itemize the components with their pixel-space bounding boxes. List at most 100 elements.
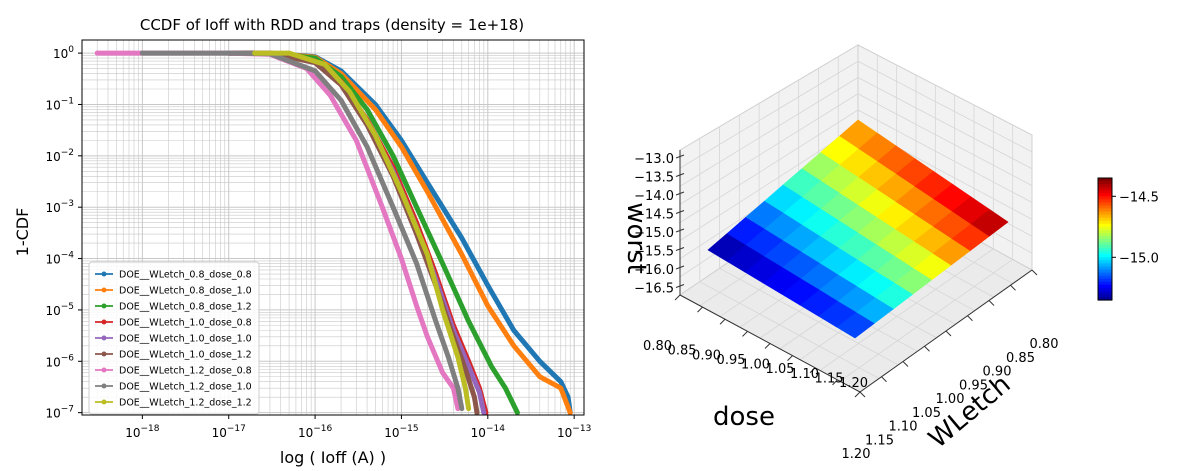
z-tick-label: −14.0 bbox=[634, 189, 674, 204]
colorbar-segment bbox=[1098, 281, 1112, 286]
data-point bbox=[414, 204, 419, 210]
colorbar-segment bbox=[1098, 187, 1112, 191]
wletch-tick-label: 0.90 bbox=[983, 365, 1012, 380]
pane-gridline bbox=[857, 60, 1033, 153]
dose-tick-label: 1.15 bbox=[815, 371, 844, 386]
data-point bbox=[503, 385, 508, 391]
dose-axis-label: dose bbox=[713, 402, 775, 432]
z-tick-mark bbox=[675, 191, 685, 196]
z-axis-label: worst bbox=[621, 202, 651, 274]
dose-tick-label: 1.05 bbox=[766, 362, 795, 377]
axis-ticks: 10−18 10−17 10−16 10−15 10−14 10−13 100 10−1 10−… bbox=[45, 45, 591, 440]
colorbar-segment bbox=[1098, 254, 1112, 258]
pane-gridline bbox=[679, 125, 859, 241]
y-tick-label: 10−3 bbox=[45, 199, 74, 215]
colorbar-tick-label: −14.5 bbox=[1119, 190, 1159, 205]
data-point bbox=[440, 370, 445, 375]
colorbar-segment bbox=[1098, 178, 1112, 182]
data-point bbox=[489, 363, 494, 369]
wletch-tick-mark bbox=[924, 345, 930, 352]
data-point bbox=[463, 385, 468, 391]
dose-tick-mark bbox=[742, 331, 748, 337]
dose-tick-mark bbox=[809, 367, 816, 374]
data-point bbox=[373, 133, 378, 138]
y-tick-label: 10−5 bbox=[45, 302, 74, 318]
ccdf-chart: CCDF of Ioff with RDD and traps (density… bbox=[13, 16, 591, 467]
data-point bbox=[425, 334, 430, 340]
data-point bbox=[537, 374, 543, 380]
z-tick-mark bbox=[675, 284, 685, 288]
colorbar-segment bbox=[1098, 290, 1112, 295]
surface-3d-chart: −13.0 −13.5 −14.0 −14.5 −15.0 −15.5 −16.0 −16.5… bbox=[621, 44, 1159, 462]
y-tick-label: 10−2 bbox=[45, 148, 74, 164]
colorbar-segment bbox=[1098, 242, 1112, 246]
legend-entry: DOE__WLetch_1.2_dose_1.0 bbox=[119, 382, 252, 393]
data-point bbox=[399, 256, 404, 261]
legend-entry: DOE__WLetch_1.0_dose_0.8 bbox=[119, 318, 252, 329]
pane-gridline bbox=[857, 109, 1033, 203]
wletch-tick-label: 1.20 bbox=[842, 447, 871, 462]
legend-marker bbox=[101, 287, 107, 293]
dose-tick-mark bbox=[697, 306, 703, 313]
legend-marker bbox=[101, 335, 107, 341]
data-point bbox=[347, 89, 352, 94]
colorbar-segment bbox=[1098, 248, 1112, 252]
wletch-tick-mark bbox=[1031, 269, 1038, 276]
colorbar-segment bbox=[1098, 205, 1112, 210]
x-tick-label: 10−16 bbox=[298, 424, 333, 440]
x-tick-label: 10−13 bbox=[557, 424, 591, 440]
colorbar: −14.5 −15.0 bbox=[1097, 177, 1159, 301]
colorbar-segment bbox=[1098, 193, 1112, 197]
data-point bbox=[286, 50, 292, 56]
legend-box bbox=[88, 261, 260, 415]
dose-tick-mark bbox=[764, 343, 771, 349]
data-point bbox=[364, 144, 370, 150]
data-point bbox=[252, 50, 258, 56]
data-point bbox=[466, 406, 471, 411]
colorbar-segment bbox=[1098, 190, 1112, 194]
z-tick-label: −13.0 bbox=[634, 152, 674, 167]
z-tick-label: −15.5 bbox=[634, 245, 674, 260]
z-tick-mark bbox=[675, 247, 685, 251]
colorbar-segment bbox=[1098, 245, 1112, 249]
legend-entry: DOE__WLetch_0.8_dose_1.2 bbox=[119, 302, 252, 313]
data-point bbox=[463, 366, 468, 372]
dose-tick-mark bbox=[787, 355, 793, 361]
colorbar-segment bbox=[1098, 229, 1112, 234]
y-tick-label: 10−4 bbox=[45, 251, 74, 267]
data-point bbox=[474, 410, 480, 415]
y-tick-label: 10−1 bbox=[45, 96, 74, 112]
z-tick-mark bbox=[675, 265, 685, 270]
colorbar-segment bbox=[1098, 223, 1112, 228]
colorbar-segment bbox=[1098, 284, 1112, 289]
dose-tick-label: 0.85 bbox=[668, 344, 697, 359]
data-point bbox=[459, 252, 465, 257]
colorbar-segment bbox=[1098, 257, 1112, 261]
data-point bbox=[477, 389, 482, 395]
colorbar-segment bbox=[1098, 293, 1112, 298]
legend: DOE__WLetch_0.8_dose_0.8 DOE__WLetch_0.8_… bbox=[88, 261, 260, 415]
colorbar-segment bbox=[1098, 217, 1112, 222]
legend-marker bbox=[101, 303, 107, 309]
data-point bbox=[379, 204, 385, 210]
dose-tick-mark bbox=[674, 294, 681, 301]
dose-tick-label: 1.00 bbox=[741, 358, 770, 373]
y-tick-label: 10−7 bbox=[45, 405, 74, 421]
y-axis-label: 1-CDF bbox=[13, 208, 32, 257]
y-tick-label: 10−6 bbox=[45, 353, 74, 369]
data-point bbox=[567, 410, 573, 415]
legend-entry: DOE__WLetch_1.2_dose_1.2 bbox=[119, 398, 252, 409]
colorbar-segment bbox=[1098, 269, 1112, 274]
wletch-tick-label: 1.15 bbox=[865, 433, 894, 448]
colorbar-segment bbox=[1098, 251, 1112, 255]
data-point bbox=[364, 107, 370, 112]
legend-entry: DOE__WLetch_0.8_dose_1.0 bbox=[119, 286, 252, 297]
data-point bbox=[327, 93, 333, 98]
data-point bbox=[353, 138, 359, 143]
pane-gridline bbox=[679, 93, 859, 205]
axes-ticks: −13.0 −13.5 −14.0 −14.5 −15.0 −15.5 −16.0 −16.5… bbox=[634, 150, 1058, 462]
data-point bbox=[455, 385, 461, 391]
x-axis-label: log ( Ioff (A) ) bbox=[280, 448, 386, 467]
data-point bbox=[399, 189, 404, 195]
